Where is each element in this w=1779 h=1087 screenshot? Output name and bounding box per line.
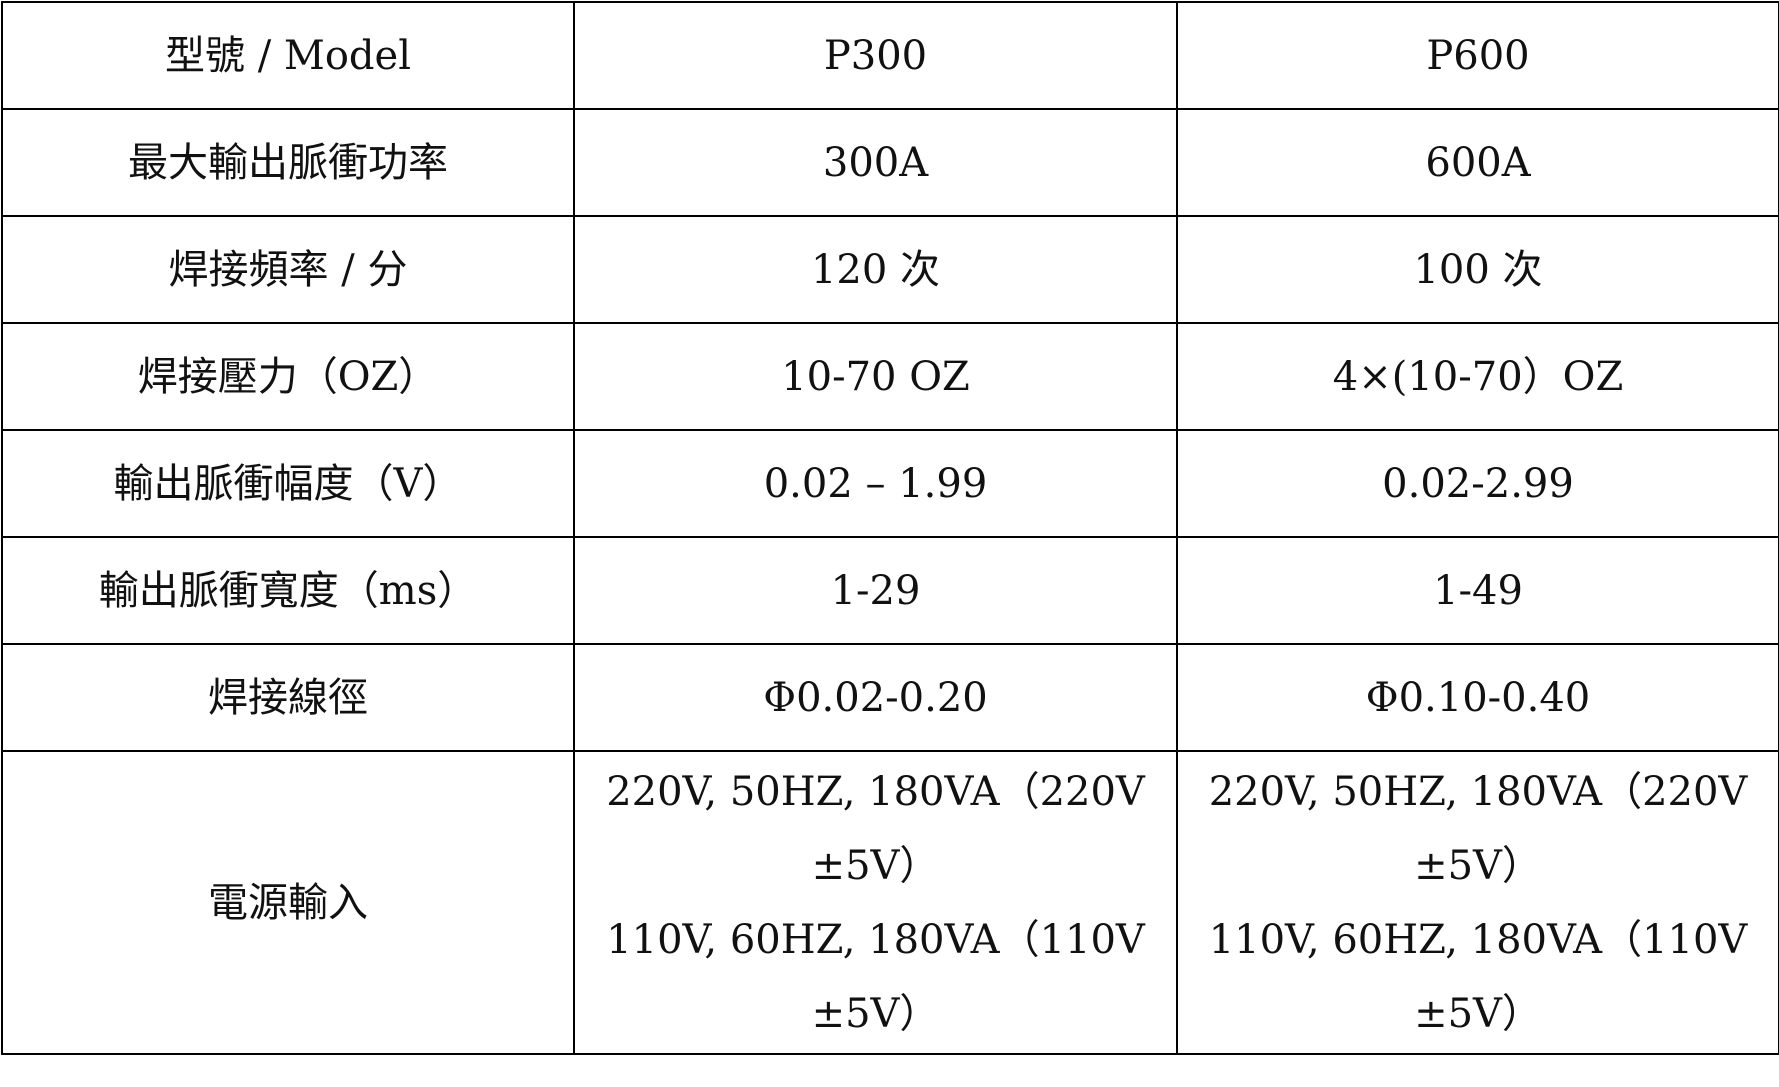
cell-line: 110V, 60HZ, 180VA（110V ±5V） — [1208, 916, 1748, 1037]
cell: 1-29 — [573, 536, 1178, 645]
cell: 10-70 OZ — [573, 322, 1178, 431]
table-row: 焊接頻率 / 分 120 次 100 次 — [1, 215, 1779, 324]
cell: 600A — [1176, 108, 1779, 217]
cell: 4×(10-70）OZ — [1176, 322, 1779, 431]
row-label: 最大輸出脈衝功率 — [1, 108, 575, 217]
cell-line: 220V, 50HZ, 180VA（220V ±5V） — [606, 768, 1145, 889]
cell: 120 次 — [573, 215, 1178, 324]
cell: Φ0.02-0.20 — [573, 643, 1178, 752]
table-row: 焊接線徑 Φ0.02-0.20 Φ0.10-0.40 — [1, 643, 1779, 752]
cell: 0.02 – 1.99 — [573, 429, 1178, 538]
table-row: 最大輸出脈衝功率 300A 600A — [1, 108, 1779, 217]
row-label: 焊接頻率 / 分 — [1, 215, 575, 324]
row-label: 焊接壓力（OZ） — [1, 322, 575, 431]
table-row: 輸出脈衝幅度（V） 0.02 – 1.99 0.02-2.99 — [1, 429, 1779, 538]
cell: 0.02-2.99 — [1176, 429, 1779, 538]
row-label: 焊接線徑 — [1, 643, 575, 752]
row-label: 電源輸入 — [1, 750, 575, 1055]
table-row: 焊接壓力（OZ） 10-70 OZ 4×(10-70）OZ — [1, 322, 1779, 431]
cell: 300A — [573, 108, 1178, 217]
row-label: 型號 / Model — [1, 1, 575, 110]
cell-line: 110V, 60HZ, 180VA（110V ±5V） — [606, 916, 1145, 1037]
row-label: 輸出脈衝寬度（ms） — [1, 536, 575, 645]
cell: 220V, 50HZ, 180VA（220V ±5V） 110V, 60HZ, 1… — [1176, 750, 1779, 1055]
table-row: 電源輸入 220V, 50HZ, 180VA（220V ±5V） 110V, 60H… — [1, 750, 1779, 1055]
table-row: 輸出脈衝寬度（ms） 1-29 1-49 — [1, 536, 1779, 645]
row-label: 輸出脈衝幅度（V） — [1, 429, 575, 538]
cell: Φ0.10-0.40 — [1176, 643, 1779, 752]
cell: P300 — [573, 1, 1178, 110]
cell: 1-49 — [1176, 536, 1779, 645]
cell-line: 220V, 50HZ, 180VA（220V ±5V） — [1208, 768, 1748, 889]
table-row: 型號 / Model P300 P600 — [1, 1, 1779, 110]
cell: P600 — [1176, 1, 1779, 110]
cell: 100 次 — [1176, 215, 1779, 324]
cell: 220V, 50HZ, 180VA（220V ±5V） 110V, 60HZ, 1… — [573, 750, 1178, 1055]
spec-table: 型號 / Model P300 P600 最大輸出脈衝功率 300A 600A 焊接頻率 /… — [1, 1, 1779, 1055]
